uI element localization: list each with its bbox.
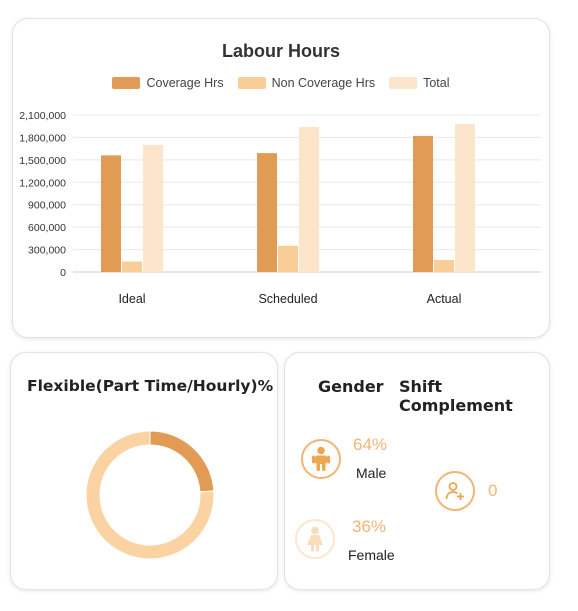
x-tick-label: Ideal [118, 292, 145, 306]
bar-scheduled-coverage-hrs[interactable] [257, 153, 277, 272]
chart-legend: Coverage Hrs Non Coverage Hrs Total [13, 76, 549, 90]
legend-item-non-coverage[interactable]: Non Coverage Hrs [237, 76, 376, 90]
bar-chart: 0 300,000 600,000 900,000 1,200,000 1,500,000… [19, 110, 541, 306]
shift-complement-value: 0 [488, 481, 498, 500]
flexible-title: Flexible(Part Time/Hourly)% [27, 377, 274, 395]
flexible-card: Flexible(Part Time/Hourly)% [10, 352, 278, 590]
male-label: Male [356, 465, 387, 481]
legend-label-coverage: Coverage Hrs [146, 76, 224, 90]
legend-label-total: Total [423, 76, 450, 90]
gender-shift-card: Gender Shift Complement 64% Male 36% Fem… [284, 352, 550, 590]
legend-swatch-total [389, 77, 418, 89]
gender-title: Gender [318, 377, 384, 396]
bar-ideal-total[interactable] [143, 144, 163, 272]
female-person-icon [295, 519, 335, 559]
male-percent: 64% [353, 435, 388, 454]
y-tick-label: 1,500,000 [19, 155, 66, 167]
chart-title: Labour Hours [221, 41, 340, 61]
labour-hours-card: Labour Hours Coverage Hrs Non Coverage H… [12, 18, 550, 338]
donut-chart [85, 430, 215, 560]
y-tick-label: 300,000 [28, 245, 66, 257]
donut-slice-1[interactable] [85, 430, 215, 560]
y-tick-label: 0 [60, 267, 66, 279]
y-tick-label: 2,100,000 [19, 110, 66, 122]
y-tick-label: 900,000 [28, 200, 66, 212]
female-label: Female [348, 547, 395, 563]
legend-swatch-non-coverage [237, 77, 266, 89]
male-person-icon [301, 439, 341, 479]
y-tick-label: 1,200,000 [19, 177, 66, 189]
bar-scheduled-non-coverage-hrs[interactable] [278, 245, 298, 272]
legend-item-total[interactable]: Total [389, 76, 450, 90]
bar-ideal-coverage-hrs[interactable] [101, 155, 121, 272]
legend-label-non-coverage: Non Coverage Hrs [271, 76, 376, 90]
legend-swatch-coverage [112, 77, 141, 89]
bar-actual-total[interactable] [455, 123, 475, 272]
y-tick-label: 600,000 [28, 222, 66, 234]
bar-actual-coverage-hrs[interactable] [413, 135, 433, 272]
bar-scheduled-total[interactable] [299, 126, 319, 272]
add-user-icon[interactable] [435, 471, 475, 511]
bar-actual-non-coverage-hrs[interactable] [434, 260, 454, 272]
x-tick-label: Actual [427, 292, 462, 306]
donut-slice-0[interactable] [149, 430, 215, 493]
y-tick-label: 1,800,000 [19, 132, 66, 144]
x-tick-label: Scheduled [258, 292, 317, 306]
bar-ideal-non-coverage-hrs[interactable] [122, 261, 142, 272]
shift-complement-title: Shift Complement [399, 377, 513, 415]
female-percent: 36% [352, 517, 387, 536]
legend-item-coverage[interactable]: Coverage Hrs [112, 76, 224, 90]
